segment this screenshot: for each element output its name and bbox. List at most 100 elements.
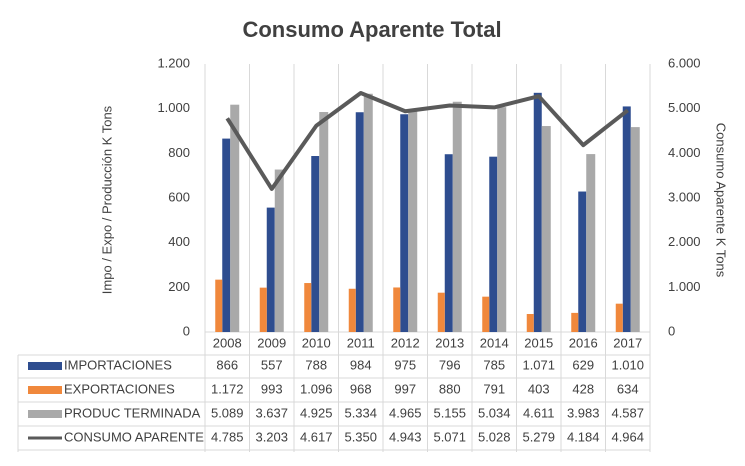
bar [274,169,284,332]
table-value: 5.334 [344,405,377,420]
table-value: 5.155 [433,405,466,420]
x-tick-label: 2008 [213,335,242,350]
bar [489,156,498,332]
bar [541,126,551,333]
y-tick-label: 400 [168,234,190,249]
bar [348,288,356,332]
bar [586,154,596,332]
bar [571,312,579,332]
bar [622,106,631,332]
bar [230,104,240,332]
chart-title: Consumo Aparente Total [242,17,501,42]
y-tick-label: 200 [168,279,190,294]
bar [393,287,401,332]
y2-tick-label: 6.000 [668,55,701,70]
table-value: 4.964 [611,429,644,444]
table-value: 796 [439,357,461,372]
x-tick-label: 2012 [391,335,420,350]
table-value: 4.943 [389,429,422,444]
bar [311,156,320,332]
bar [222,138,231,332]
legend-label: EXPORTACIONES [64,381,175,396]
bar [319,112,329,333]
table-value: 880 [439,381,461,396]
y2-tick-label: 1.000 [668,279,701,294]
legend-key [28,410,62,418]
bar [497,107,507,332]
y2-tick-label: 0 [668,323,675,338]
table-value: 634 [617,381,639,396]
legend-label: IMPORTACIONES [64,357,172,372]
table-value: 3.983 [567,405,600,420]
table-value: 557 [261,357,283,372]
x-tick-label: 2013 [435,335,464,350]
bar [437,292,445,332]
table-value: 3.203 [255,429,288,444]
table-value: 403 [528,381,550,396]
bar [355,112,364,333]
x-tick-label: 2011 [347,335,375,350]
bar [215,279,223,332]
table-value: 428 [572,381,594,396]
table-value: 4.617 [300,429,333,444]
legend-label: CONSUMO APARENTE [64,429,204,444]
table-value: 866 [216,357,238,372]
bar [400,114,409,332]
x-tick-label: 2009 [257,335,286,350]
table-value: 993 [261,381,283,396]
table-value: 997 [394,381,416,396]
table-value: 4.587 [611,405,644,420]
table-value: 4.184 [567,429,600,444]
y-tick-label: 800 [168,145,190,160]
bar [578,191,587,332]
y-tick-label: 1.000 [157,100,190,115]
bar [408,110,418,332]
table-value: 791 [483,381,505,396]
y-tick-label: 0 [183,323,190,338]
x-tick-label: 2017 [613,335,642,350]
line [225,91,629,191]
y2-tick-label: 3.000 [668,189,701,204]
table-value: 5.034 [478,405,511,420]
bar [363,93,373,332]
bar [259,287,267,332]
x-tick-label: 2016 [569,335,598,350]
bar [526,313,534,332]
x-tick-label: 2014 [480,335,509,350]
y-tick-label: 600 [168,189,190,204]
bar [452,101,462,332]
bar [533,92,542,332]
table-value: 975 [394,357,416,372]
table-value: 788 [305,357,327,372]
table-value: 3.637 [255,405,288,420]
table-value: 4.965 [389,405,422,420]
table-value: 5.350 [344,429,377,444]
table-value: 5.028 [478,429,511,444]
bar [266,207,275,332]
legend-label: PRODUC TERMINADA [64,405,201,420]
table-value: 5.279 [522,429,555,444]
table-value: 1.071 [522,357,555,372]
y2-tick-label: 2.000 [668,234,701,249]
table-value: 1.172 [211,381,244,396]
legend-key [28,362,62,370]
table-value: 5.071 [433,429,466,444]
bar [482,296,490,332]
table-value: 4.925 [300,405,333,420]
table-value: 785 [483,357,505,372]
table-value: 629 [572,357,594,372]
y2-tick-label: 5.000 [668,100,701,115]
bar [630,127,640,332]
y2-tick-label: 4.000 [668,145,701,160]
y-axis-label: Impo / Expo / Producción K Tons [99,105,114,294]
x-tick-label: 2015 [524,335,553,350]
table-value: 1.010 [611,357,644,372]
bar [304,283,312,332]
table-value: 1.096 [300,381,333,396]
bar [615,303,623,332]
table-value: 968 [350,381,372,396]
table-value: 984 [350,357,372,372]
x-tick-label: 2010 [302,335,331,350]
legend-key [28,386,62,394]
